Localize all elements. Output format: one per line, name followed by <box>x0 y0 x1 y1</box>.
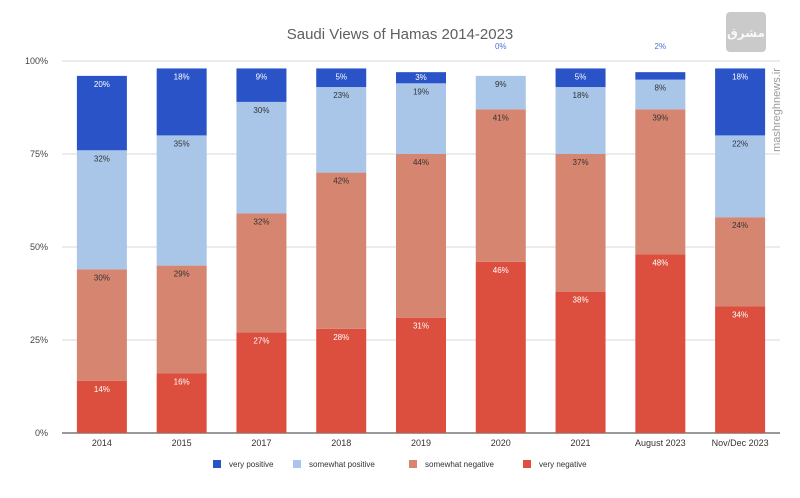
x-tick-label: 2021 <box>571 438 591 448</box>
data-label-somewhat-positive: 32% <box>94 154 110 163</box>
data-label-very-positive: 9% <box>256 72 268 81</box>
x-tick-label: 2018 <box>331 438 351 448</box>
bar-somewhat-negative <box>635 109 686 255</box>
watermark: مشرق mashreghnews.ir <box>726 12 783 152</box>
bar-somewhat-positive <box>156 135 207 266</box>
bar-somewhat-positive <box>316 87 367 173</box>
watermark-text: mashreghnews.ir <box>771 68 783 152</box>
bar-somewhat-negative <box>396 154 446 318</box>
data-label-very-positive: 0% <box>495 42 507 51</box>
bar-very-positive <box>555 68 606 88</box>
bar-very-negative <box>396 317 446 433</box>
data-label-very-negative: 46% <box>493 266 509 275</box>
data-label-very-negative: 28% <box>333 333 349 342</box>
x-tick-label: 2019 <box>411 438 431 448</box>
legend-swatch-very-negative <box>523 460 531 468</box>
data-label-very-positive: 5% <box>335 72 347 81</box>
watermark-logo-box <box>726 12 766 52</box>
data-label-somewhat-negative: 39% <box>652 113 668 122</box>
bar-very-positive <box>76 75 127 151</box>
x-tick-label: August 2023 <box>635 438 686 448</box>
data-label-somewhat-positive: 18% <box>573 91 589 100</box>
legend-label: somewhat negative <box>425 460 494 469</box>
data-label-somewhat-positive: 35% <box>174 139 190 148</box>
data-label-somewhat-negative: 32% <box>253 218 269 227</box>
chart-title: Saudi Views of Hamas 2014-2023 <box>287 26 514 43</box>
data-label-very-negative: 31% <box>413 322 429 331</box>
bar-somewhat-negative <box>715 217 766 307</box>
x-tick-label: 2020 <box>491 438 511 448</box>
watermark-logo: مشرق <box>727 26 765 40</box>
legend-swatch-somewhat-negative <box>409 460 417 468</box>
bar-somewhat-negative <box>316 172 367 329</box>
bar-somewhat-negative <box>76 269 127 381</box>
data-label-very-positive: 5% <box>575 72 587 81</box>
data-label-somewhat-negative: 37% <box>573 158 589 167</box>
x-tick-label: 2015 <box>172 438 192 448</box>
bar-somewhat-positive <box>635 79 686 110</box>
data-label-somewhat-positive: 30% <box>253 106 269 115</box>
data-label-somewhat-negative: 44% <box>413 158 429 167</box>
data-label-somewhat-positive: 23% <box>333 91 349 100</box>
bar-very-positive <box>396 72 446 84</box>
y-tick-label: 0% <box>35 428 48 438</box>
data-label-somewhat-negative: 41% <box>493 113 509 122</box>
data-label-very-negative: 48% <box>652 258 668 267</box>
bar-somewhat-positive <box>555 87 606 154</box>
data-label-very-negative: 27% <box>253 337 269 346</box>
data-label-very-positive: 18% <box>732 72 748 81</box>
data-label-very-negative: 38% <box>573 296 589 305</box>
data-label-somewhat-positive: 9% <box>495 80 507 89</box>
bar-very-negative <box>475 261 526 433</box>
data-label-somewhat-positive: 22% <box>732 139 748 148</box>
y-tick-label: 100% <box>25 56 48 66</box>
bar-somewhat-positive <box>76 150 127 270</box>
bar-very-negative <box>156 373 207 433</box>
y-tick-label: 75% <box>30 149 48 159</box>
bar-somewhat-negative <box>475 109 526 262</box>
bar-very-positive <box>316 68 367 88</box>
bar-somewhat-positive <box>396 83 446 154</box>
x-tick-label: 2014 <box>92 438 112 448</box>
legend-label: very negative <box>539 460 587 469</box>
bar-somewhat-positive <box>236 101 287 214</box>
data-label-somewhat-negative: 30% <box>94 273 110 282</box>
data-label-very-negative: 34% <box>732 311 748 320</box>
legend-label: somewhat positive <box>309 460 375 469</box>
bar-very-negative <box>316 328 367 433</box>
bar-somewhat-positive <box>715 135 766 218</box>
bar-very-negative <box>76 380 127 433</box>
legend-swatch-somewhat-positive <box>293 460 301 468</box>
bar-somewhat-positive <box>475 75 526 110</box>
data-label-very-negative: 14% <box>94 385 110 394</box>
data-label-very-positive: 20% <box>94 80 110 89</box>
legend-label: very positive <box>229 460 274 469</box>
bar-very-positive <box>156 68 207 136</box>
bar-very-negative <box>635 254 686 433</box>
bar-very-negative <box>236 332 287 433</box>
bar-somewhat-negative <box>236 213 287 333</box>
data-label-somewhat-negative: 24% <box>732 221 748 230</box>
bar-very-positive <box>236 68 287 102</box>
x-tick-label: 2017 <box>251 438 271 448</box>
bar-very-positive <box>715 68 766 136</box>
data-label-very-positive: 2% <box>655 42 667 51</box>
data-label-very-positive: 3% <box>415 73 427 82</box>
data-label-somewhat-negative: 42% <box>333 177 349 186</box>
bar-very-negative <box>715 306 766 433</box>
data-label-very-negative: 16% <box>174 377 190 386</box>
legend-swatch-very-positive <box>213 460 221 468</box>
bar-somewhat-negative <box>555 154 606 292</box>
data-label-very-positive: 18% <box>174 72 190 81</box>
y-tick-label: 50% <box>30 242 48 252</box>
x-tick-label: Nov/Dec 2023 <box>712 438 769 448</box>
bar-very-positive <box>635 72 686 80</box>
bar-somewhat-negative <box>156 265 207 374</box>
data-label-somewhat-positive: 19% <box>413 87 429 96</box>
y-tick-label: 25% <box>30 335 48 345</box>
bar-very-negative <box>555 291 606 433</box>
data-label-somewhat-negative: 29% <box>174 270 190 279</box>
data-label-somewhat-positive: 8% <box>655 84 667 93</box>
